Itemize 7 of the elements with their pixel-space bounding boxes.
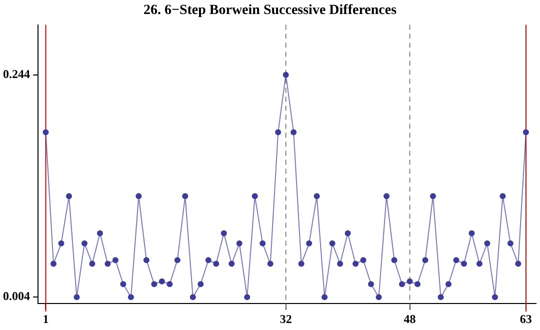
x-tick-label: 1 xyxy=(42,312,49,326)
chart-title: 26. 6−Step Borwein Successive Differences xyxy=(143,3,398,18)
y-tick-label: 0.244 xyxy=(3,66,30,81)
x-tick-label: 48 xyxy=(404,312,416,326)
y-tick-label: 0.004 xyxy=(3,289,30,304)
x-tick-label: 32 xyxy=(280,312,292,326)
x-tick-label: 63 xyxy=(520,312,532,326)
